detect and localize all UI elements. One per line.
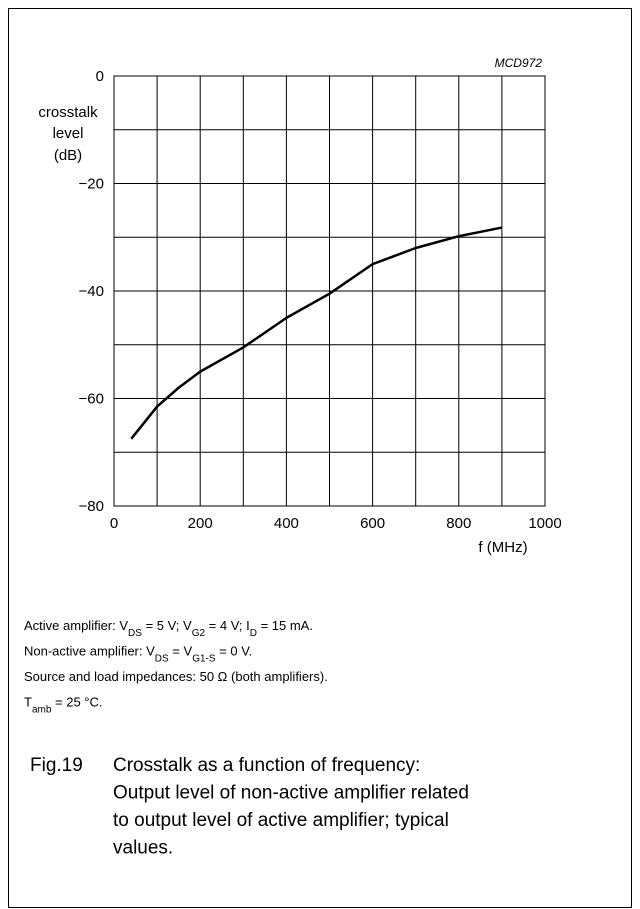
note-text: Non-active amplifier: V <box>24 644 155 659</box>
caption-line: to output level of active amplifier; typ… <box>113 810 449 831</box>
caption-line: Crosstalk as a function of frequency: <box>113 755 420 776</box>
caption-line: values. <box>113 838 173 859</box>
y-tick-label: −60 <box>79 391 104 408</box>
caption-label: Fig.19 <box>30 755 83 776</box>
subscript: G1-S <box>192 653 216 664</box>
x-tick-label: 800 <box>446 515 471 532</box>
subscript: DS <box>128 628 142 639</box>
caption-line: Output level of non-active amplifier rel… <box>113 783 469 804</box>
note-text: Source and load impedances: 50 Ω (both a… <box>24 669 328 684</box>
note-text: T <box>24 695 32 710</box>
x-tick-label: 200 <box>188 515 213 532</box>
figure-code: MCD972 <box>495 56 543 70</box>
note: Tamb = 25 °C. <box>24 695 103 716</box>
y-axis-label: level <box>53 125 84 142</box>
y-axis-label: crosstalk <box>38 104 98 121</box>
plot-frame <box>113 75 546 507</box>
note-text: = V <box>169 644 193 659</box>
subscript: D <box>250 628 257 639</box>
subscript: DS <box>155 653 169 664</box>
y-tick-label: −80 <box>79 498 104 515</box>
x-tick-label: 400 <box>274 515 299 532</box>
curve <box>130 226 503 440</box>
x-tick-label: 600 <box>360 515 385 532</box>
note-text: = 0 V. <box>216 644 253 659</box>
note-text: = 25 °C. <box>51 695 102 710</box>
y-tick-label: 0 <box>96 68 104 85</box>
subscript: G2 <box>192 628 206 639</box>
note-text: = 5 V; V <box>142 618 192 633</box>
frame <box>8 8 632 908</box>
y-tick-label: −20 <box>79 176 104 193</box>
subscript: amb <box>32 704 52 715</box>
x-tick-label: 1000 <box>528 515 561 532</box>
note-text: = 15 mA. <box>257 618 313 633</box>
x-axis-label: f (MHz) <box>478 539 527 556</box>
note: Source and load impedances: 50 Ω (both a… <box>24 669 328 684</box>
x-tick-label: 0 <box>110 515 118 532</box>
note-text: = 4 V; I <box>205 618 250 633</box>
y-tick-label: −40 <box>79 283 104 300</box>
note: Active amplifier: VDS = 5 V; VG2 = 4 V; … <box>24 618 313 639</box>
y-axis-label: (dB) <box>54 147 82 164</box>
note: Non-active amplifier: VDS = VG1-S = 0 V. <box>24 644 252 665</box>
note-text: Active amplifier: V <box>24 618 128 633</box>
